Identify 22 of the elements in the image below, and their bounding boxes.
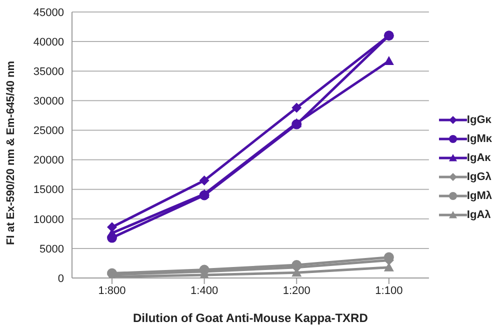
legend-label: IgMλ bbox=[466, 190, 492, 202]
x-tick-label: 1:400 bbox=[190, 284, 218, 297]
y-axis-title: FI at Ex-590/20 nm & Em-645/40 nm bbox=[4, 60, 17, 245]
y-tick-label: 35000 bbox=[33, 66, 64, 78]
x-tick-label: 1:100 bbox=[375, 284, 403, 297]
y-tick-label: 0 bbox=[58, 272, 64, 285]
x-tick-label: 1:200 bbox=[282, 284, 310, 297]
legend-label: IgAλ bbox=[466, 208, 491, 220]
y-tick-label: 30000 bbox=[33, 96, 64, 108]
y-tick-label: 10000 bbox=[33, 214, 64, 226]
x-axis-title: Dilution of Goat Anti-Mouse Kappa-TXRD bbox=[133, 311, 368, 325]
y-tick-label: 40000 bbox=[33, 36, 64, 48]
y-tick-label: 45000 bbox=[33, 6, 64, 19]
y-tick-label: 15000 bbox=[33, 184, 64, 196]
legend-label: IgMκ bbox=[466, 132, 492, 144]
legend-label: IgGλ bbox=[466, 170, 492, 182]
y-tick-label: 25000 bbox=[33, 125, 64, 138]
y-tick-label: 20000 bbox=[33, 154, 64, 167]
x-tick-label: 1:800 bbox=[98, 284, 126, 297]
y-tick-label: 5000 bbox=[40, 243, 64, 256]
legend-label: IgAκ bbox=[466, 152, 491, 164]
legend-label: IgGκ bbox=[466, 114, 492, 126]
